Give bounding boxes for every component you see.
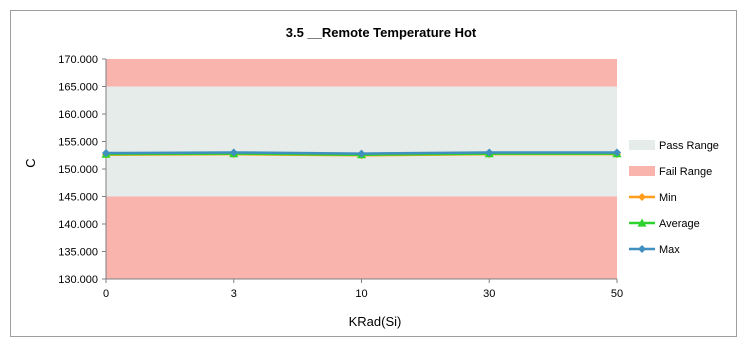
fail-range-band-2 [106,59,617,87]
x-tick-label: 3 [231,288,237,300]
legend-label-average: Average [659,218,700,230]
legend-marker-max [638,245,646,253]
chart-title: 3.5 __Remote Temperature Hot [286,25,477,40]
y-tick-label: 135.000 [58,247,98,259]
chart: 3.5 __Remote Temperature Hot 130.000 135.… [23,25,719,329]
y-tick-label: 140.000 [58,219,98,231]
max-point [229,148,238,157]
x-tick-label: 50 [611,288,623,300]
pass-range-band-0 [106,86,617,197]
legend-swatch-fail-range [629,166,655,176]
y-tick-label: 130.000 [58,274,98,286]
legend-swatch-pass-range [629,140,655,150]
legend-marker-average [637,218,647,227]
legend-label-pass-range: Pass Range [659,140,719,152]
x-tick-label: 0 [103,288,109,300]
legend-label-fail-range: Fail Range [659,166,712,178]
y-tick-label: 145.000 [58,192,98,204]
y-tick-label: 150.000 [58,164,98,176]
max-point [357,149,366,158]
chart-frame: 3.5 __Remote Temperature Hot 130.000 135.… [10,10,737,337]
x-tick-label: 30 [483,288,495,300]
y-axis-label: C [23,158,38,167]
x-tick-label: 10 [355,288,367,300]
legend-label-max: Max [659,244,680,256]
fail-range-band-1 [106,196,617,279]
y-tick-label: 155.000 [58,137,98,149]
legend-label-min: Min [659,192,677,204]
y-tick-label: 170.000 [58,54,98,66]
max-point [102,149,110,158]
legend-marker-min [638,193,646,201]
max-point [485,148,494,157]
max-point [613,148,621,157]
y-tick-label: 160.000 [58,109,98,121]
x-axis-label: KRad(Si) [349,314,402,329]
y-tick-label: 165.000 [58,82,98,94]
